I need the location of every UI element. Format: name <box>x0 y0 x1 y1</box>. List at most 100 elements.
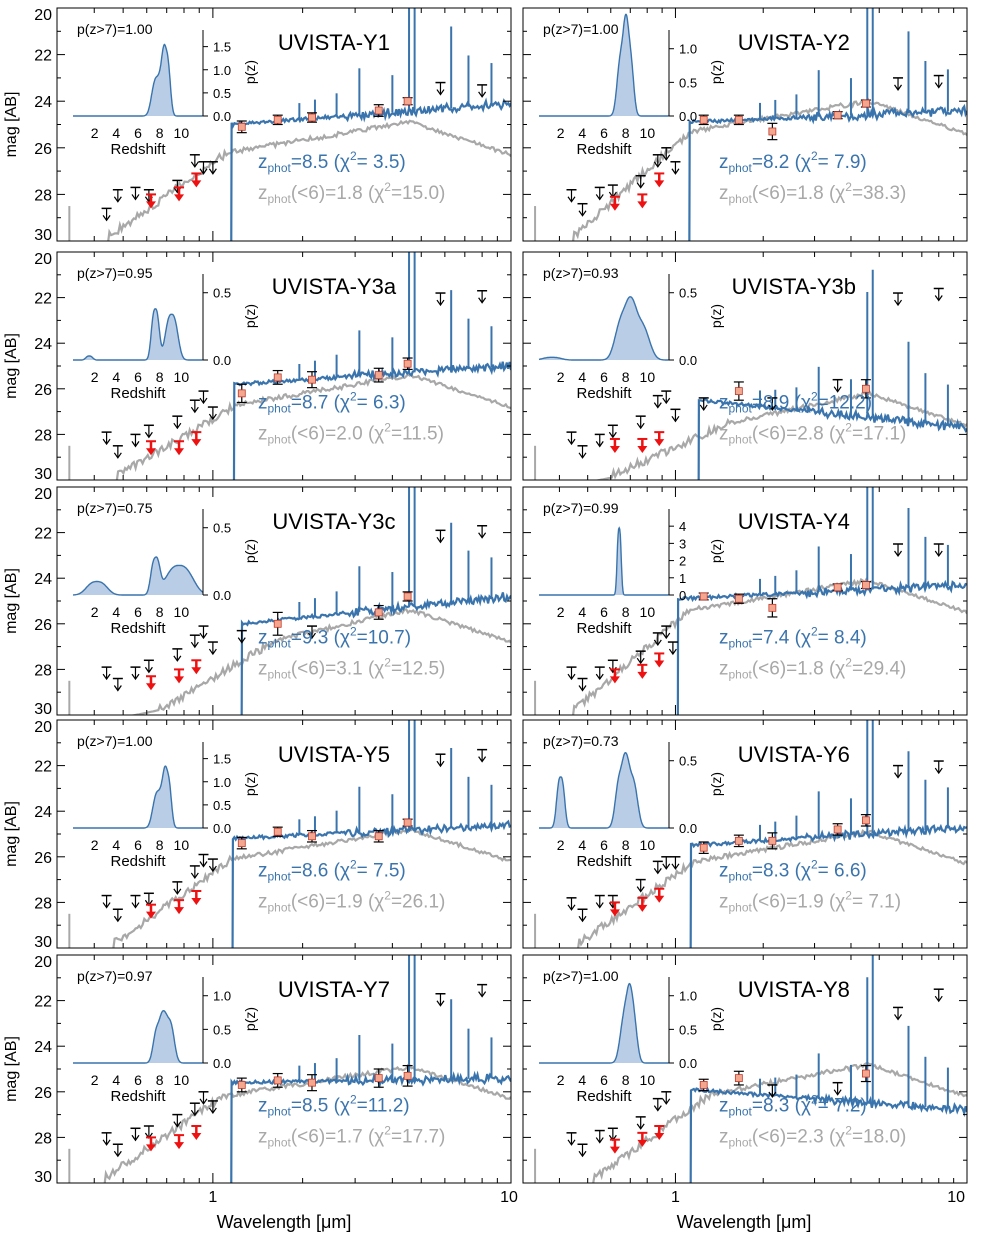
photometry-point <box>373 1068 384 1088</box>
upper-limit-arrow <box>933 543 944 558</box>
y-tick-label: 24 <box>34 336 52 353</box>
strong-limit-arrow <box>174 1134 185 1150</box>
upper-limit-arrow <box>435 292 446 307</box>
plot-area <box>534 720 967 948</box>
inset-y-tick: 3 <box>679 536 686 551</box>
upper-limit-arrow <box>652 860 663 875</box>
upper-limit-arrow <box>435 993 446 1007</box>
photometry-point <box>698 114 709 126</box>
photometry-point <box>306 371 317 389</box>
y-tick-label: 28 <box>34 662 52 679</box>
inset-y-tick: 1 <box>679 571 686 586</box>
upper-limit-arrow <box>477 525 488 539</box>
pz-line <box>539 982 669 1064</box>
inset-x-tick: 4 <box>578 604 586 620</box>
upper-limit-arrow <box>577 202 588 217</box>
pz-probability-label: p(z>7)=1.00 <box>77 733 153 749</box>
inset-x-tick: 10 <box>174 837 190 853</box>
upper-limit-arrow <box>893 764 904 779</box>
pz-line <box>73 556 204 596</box>
photometry-point <box>306 829 317 843</box>
strong-limit-arrow <box>609 901 620 917</box>
pz-probability-label: p(z>7)=1.00 <box>77 21 153 37</box>
photometry-point <box>733 593 744 604</box>
photometry-point <box>373 604 384 620</box>
upper-limit-arrow <box>207 1100 218 1114</box>
inset-x-tick: 4 <box>112 1072 120 1088</box>
pz-inset: 2 4 6 8 10 0.0 0.5 1.0 p(z) Redshift p(z>7)=1.00 <box>539 13 724 158</box>
inset-x-tick: 2 <box>557 1072 565 1088</box>
inset-x-tick: 2 <box>91 604 99 620</box>
photometry-point <box>860 1064 871 1083</box>
upper-limit-arrow <box>207 161 218 175</box>
zphot-label: zphot=9.3 (χ2=10.7) <box>258 625 411 651</box>
strong-limit-arrow <box>609 1138 620 1154</box>
lowz-label: zphot(<6)=1.8 (χ2=38.3) <box>719 180 906 206</box>
lowz-label: zphot(<6)=2.8 (χ2=17.1) <box>719 421 906 447</box>
photometry-point <box>698 841 709 854</box>
inset-x-tick: 8 <box>622 369 630 385</box>
y-tick-label: 30 <box>34 701 52 718</box>
upper-limit-arrow <box>189 399 200 414</box>
inset-x-label: Redshift <box>110 853 166 870</box>
inset-x-tick: 8 <box>156 604 164 620</box>
inset-y-label: p(z) <box>242 304 258 328</box>
object-name: UVISTA-Y3a <box>272 274 397 299</box>
inset-y-label: p(z) <box>242 772 258 796</box>
inset-x-tick: 6 <box>600 125 608 141</box>
upper-limit-arrow <box>198 625 209 640</box>
object-name: UVISTA-Y1 <box>278 30 390 55</box>
inset-y-tick: 1.0 <box>213 775 231 790</box>
upper-limit-arrow <box>112 1143 123 1158</box>
strong-limit-arrow <box>191 431 202 447</box>
upper-limit-arrow <box>130 666 141 681</box>
inset-y-tick: 0.0 <box>213 353 231 368</box>
upper-limit-arrow <box>594 186 605 201</box>
upper-limit-arrow <box>832 378 843 393</box>
y-tick-label: 28 <box>34 187 52 204</box>
upper-limit-arrow <box>670 161 681 175</box>
x-tick-label: 1 <box>671 1189 680 1206</box>
inset-x-tick: 10 <box>640 1072 656 1088</box>
upper-limit-arrow <box>577 445 588 459</box>
pz-inset: 2 4 6 8 10 0.0 0.5 1.0 p(z) Redshift p(z>7)=0.97 <box>73 968 258 1105</box>
strong-limit-arrow <box>145 1136 156 1152</box>
pz-area <box>539 983 669 1063</box>
inset-y-tick: 0.0 <box>679 109 697 124</box>
pz-area <box>539 296 669 360</box>
photometry-point <box>698 592 709 601</box>
photometry-point <box>860 99 871 108</box>
strong-limit-arrow <box>145 193 156 209</box>
upper-limit-arrow <box>566 1132 577 1146</box>
photometry-point <box>373 104 384 117</box>
inset-x-tick: 4 <box>112 604 120 620</box>
inset-x-label: Redshift <box>576 620 632 637</box>
upper-limit-arrow <box>607 659 618 674</box>
upper-limit-arrow <box>566 666 577 681</box>
y-tick-label: 20 <box>34 954 52 971</box>
plot-area <box>534 8 967 241</box>
inset-y-tick: 2 <box>679 554 686 569</box>
photometry-point <box>402 818 413 827</box>
inset-x-tick: 4 <box>112 369 120 385</box>
inset-y-tick: 0.0 <box>679 821 697 836</box>
upper-limit-arrow <box>893 77 904 91</box>
inset-x-tick: 2 <box>557 604 565 620</box>
inset-x-label: Redshift <box>110 620 166 637</box>
zphot-label: zphot=8.5 (χ2=11.2) <box>258 1093 410 1119</box>
upper-limit-arrow <box>112 908 123 923</box>
photometry-point <box>373 367 384 383</box>
inset-y-tick: 1.0 <box>213 989 231 1004</box>
y-tick-label: 20 <box>34 486 52 503</box>
inset-x-tick: 4 <box>578 1072 586 1088</box>
zphot-label: zphot=8.3 (χ2= 7.2) <box>719 1093 867 1119</box>
object-name: UVISTA-Y3c <box>272 509 395 534</box>
upper-limit-arrow <box>933 287 944 302</box>
y-tick-label: 26 <box>34 617 52 634</box>
upper-limit-arrow <box>207 406 218 421</box>
